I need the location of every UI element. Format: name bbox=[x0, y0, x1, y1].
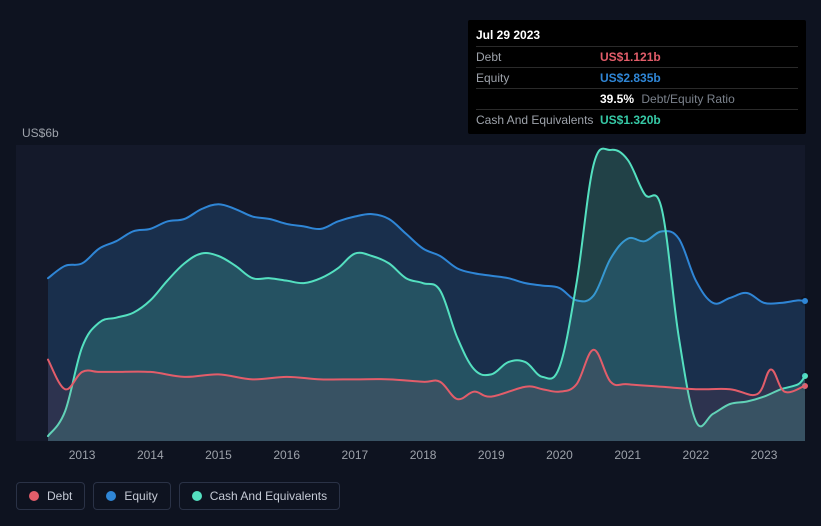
legend-label: Equity bbox=[124, 489, 157, 503]
legend-label: Debt bbox=[47, 489, 72, 503]
tooltip-debt-label: Debt bbox=[476, 50, 600, 64]
tooltip-cash-label: Cash And Equivalents bbox=[476, 113, 600, 127]
tooltip-ratio-value: 39.5% bbox=[600, 92, 634, 106]
legend-swatch-icon bbox=[106, 491, 116, 501]
debt-series bbox=[48, 145, 805, 441]
tooltip-equity-label: Equity bbox=[476, 71, 600, 85]
x-tick: 2021 bbox=[614, 448, 641, 462]
legend-item-cash[interactable]: Cash And Equivalents bbox=[179, 482, 340, 510]
tooltip-cash-value: US$1.320b bbox=[600, 113, 661, 127]
legend-item-debt[interactable]: Debt bbox=[16, 482, 85, 510]
legend-swatch-icon bbox=[192, 491, 202, 501]
x-tick: 2017 bbox=[342, 448, 369, 462]
x-axis: 2013 2014 2015 2016 2017 2018 2019 2020 2021 2022… bbox=[16, 448, 805, 468]
x-tick: 2015 bbox=[205, 448, 232, 462]
x-tick: 2013 bbox=[69, 448, 96, 462]
tooltip-debt-value: US$1.121b bbox=[600, 50, 661, 64]
x-tick: 2019 bbox=[478, 448, 505, 462]
tooltip-panel: Jul 29 2023 Debt US$1.121b Equity US$2.8… bbox=[468, 20, 806, 134]
x-tick: 2016 bbox=[273, 448, 300, 462]
x-tick: 2022 bbox=[683, 448, 710, 462]
tooltip-equity-value: US$2.835b bbox=[600, 71, 661, 85]
legend-label: Cash And Equivalents bbox=[210, 489, 327, 503]
tooltip-ratio-label bbox=[476, 92, 600, 106]
y-axis-max-label: US$6b bbox=[22, 126, 59, 140]
x-tick: 2018 bbox=[410, 448, 437, 462]
tooltip-date: Jul 29 2023 bbox=[476, 26, 798, 46]
chart-plot bbox=[48, 145, 805, 441]
chart-area[interactable] bbox=[16, 145, 805, 441]
legend-item-equity[interactable]: Equity bbox=[93, 482, 170, 510]
tooltip-ratio-suffix: Debt/Equity Ratio bbox=[641, 92, 734, 106]
x-tick: 2023 bbox=[751, 448, 778, 462]
x-tick: 2020 bbox=[546, 448, 573, 462]
x-tick: 2014 bbox=[137, 448, 164, 462]
legend-swatch-icon bbox=[29, 491, 39, 501]
legend: Debt Equity Cash And Equivalents bbox=[16, 482, 340, 510]
